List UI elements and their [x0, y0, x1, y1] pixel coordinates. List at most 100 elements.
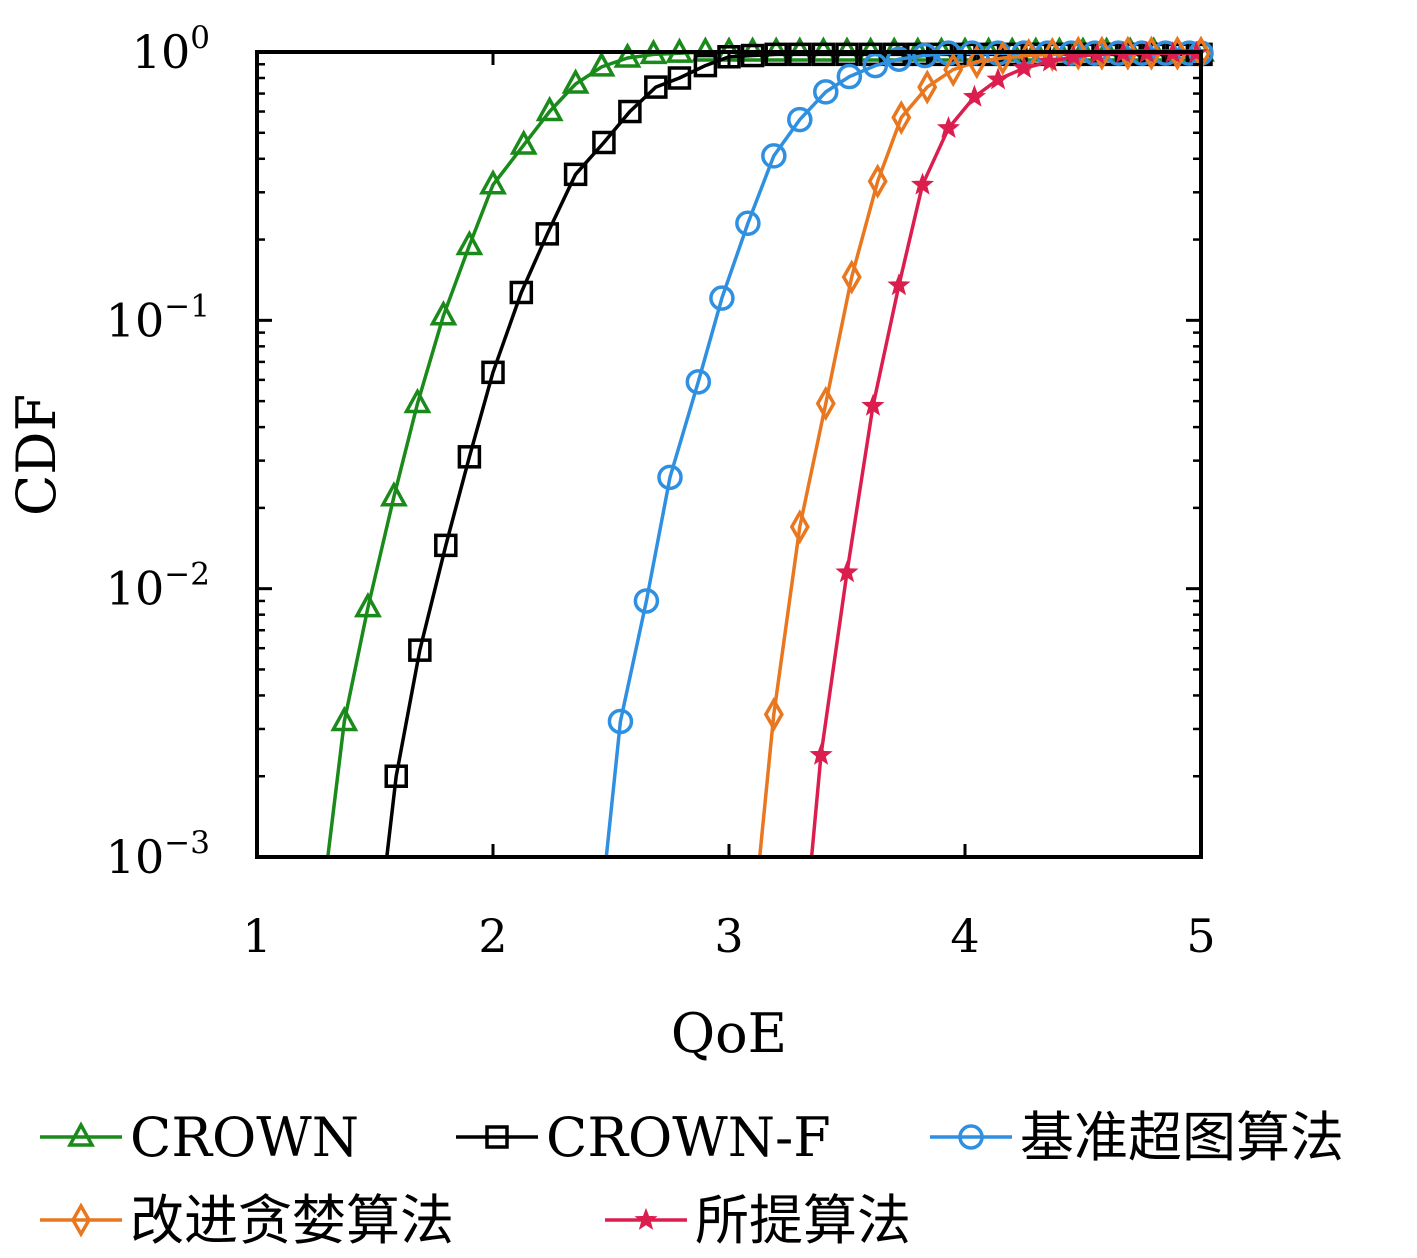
y-tick-exponent: −3 [164, 825, 210, 861]
series-line [385, 52, 1201, 858]
data-point-square [481, 360, 505, 385]
data-point-square [457, 445, 482, 469]
data-point-square [667, 66, 692, 90]
x-tick-label: 4 [950, 909, 979, 963]
legend-label: CROWN-F [546, 1106, 831, 1169]
data-point-square [788, 42, 812, 67]
legend-entry: 改进贪婪算法 [40, 1189, 454, 1252]
legend-marker [70, 1202, 92, 1238]
data-point-star [986, 67, 1010, 90]
data-point-square [693, 53, 718, 78]
data-point-square [811, 42, 836, 67]
data-point-triangle [535, 95, 564, 122]
y-tick-label: 10−3 [106, 825, 210, 884]
data-point-circle [787, 106, 813, 133]
plot-frame [255, 50, 1203, 859]
ticks-layer [255, 50, 1203, 859]
legend-entry: 所提算法 [605, 1189, 911, 1252]
data-point-diamond [789, 509, 810, 545]
data-point-square [509, 280, 534, 305]
data-point-diamond [815, 385, 836, 421]
legend-entry: CROWN-F [456, 1106, 831, 1169]
series-5 [809, 41, 1208, 858]
data-point-triangle [561, 68, 590, 94]
data-point-circle [633, 588, 660, 614]
x-axis-title: QoE [671, 1002, 787, 1065]
data-point-square [434, 533, 458, 558]
data-point-star [1038, 49, 1062, 72]
data-point-triangle [479, 169, 507, 195]
data-point-star [835, 560, 859, 583]
series-2 [384, 42, 1213, 858]
legend-marker [634, 1207, 658, 1230]
data-point-triangle [509, 129, 538, 155]
data-point-square [618, 99, 642, 124]
data-point-diamond [966, 44, 987, 80]
y-tick-base: 10 [106, 293, 165, 347]
data-point-star [887, 273, 911, 296]
data-point-diamond [867, 163, 888, 199]
legend-entry: CROWN [40, 1106, 359, 1169]
data-point-star [809, 742, 833, 765]
data-point-triangle [587, 51, 616, 77]
y-tick-label: 100 [132, 20, 210, 79]
y-tick-exponent: 0 [190, 20, 210, 56]
y-axis-title: CDF [5, 394, 68, 516]
data-point-star [1012, 56, 1036, 79]
data-point-circle [912, 42, 938, 69]
legend-marker [67, 1121, 95, 1147]
data-point-circle [685, 369, 712, 395]
data-point-circle [836, 63, 863, 90]
data-point-triangle [379, 481, 408, 507]
data-point-circle [657, 464, 683, 491]
data-point-diamond [891, 99, 912, 136]
data-point-square [740, 43, 765, 68]
data-point-diamond [841, 259, 862, 295]
x-tick-label: 2 [478, 909, 507, 963]
y-tick-label: 10−2 [106, 557, 210, 616]
legend-entry: 基准超图算法 [930, 1106, 1344, 1169]
series-4 [757, 35, 1212, 858]
data-point-square [592, 130, 616, 155]
data-point-circle [709, 285, 735, 311]
data-point-star [962, 84, 987, 107]
data-point-square [563, 162, 588, 187]
data-point-star [861, 393, 885, 416]
data-point-circle [735, 210, 761, 237]
y-tick-exponent: −1 [164, 288, 210, 324]
legend-label: 改进贪婪算法 [130, 1189, 454, 1252]
data-point-circle [607, 708, 634, 735]
data-point-square [408, 638, 432, 662]
data-point-star [936, 116, 961, 139]
legend-label: CROWN [130, 1106, 359, 1169]
y-tick-exponent: −2 [164, 557, 210, 593]
data-point-triangle [403, 387, 432, 414]
data-point-star [910, 172, 935, 195]
y-tick-base: 10 [132, 25, 191, 79]
legend-label: 基准超图算法 [1020, 1106, 1344, 1169]
data-point-circle [813, 79, 839, 105]
data-point-square [644, 75, 668, 99]
legend-label: 所提算法 [695, 1189, 911, 1252]
legend-marker [958, 1124, 984, 1150]
data-point-square [535, 222, 560, 246]
x-tick-label: 3 [714, 909, 743, 963]
data-point-triangle [353, 591, 382, 618]
series-layer [326, 35, 1215, 858]
data-point-square [764, 42, 788, 67]
series-3 [604, 40, 1214, 858]
data-point-diamond [763, 696, 784, 732]
data-point-triangle [613, 42, 642, 68]
data-point-circle [862, 52, 889, 79]
data-point-square [717, 45, 741, 69]
data-point-circle [886, 46, 912, 72]
data-point-triangle [455, 229, 484, 256]
data-point-triangle [330, 705, 359, 732]
series-line [604, 51, 1201, 858]
series-line [809, 51, 1197, 858]
x-tick-label: 5 [1186, 909, 1215, 963]
data-point-circle [761, 143, 787, 169]
